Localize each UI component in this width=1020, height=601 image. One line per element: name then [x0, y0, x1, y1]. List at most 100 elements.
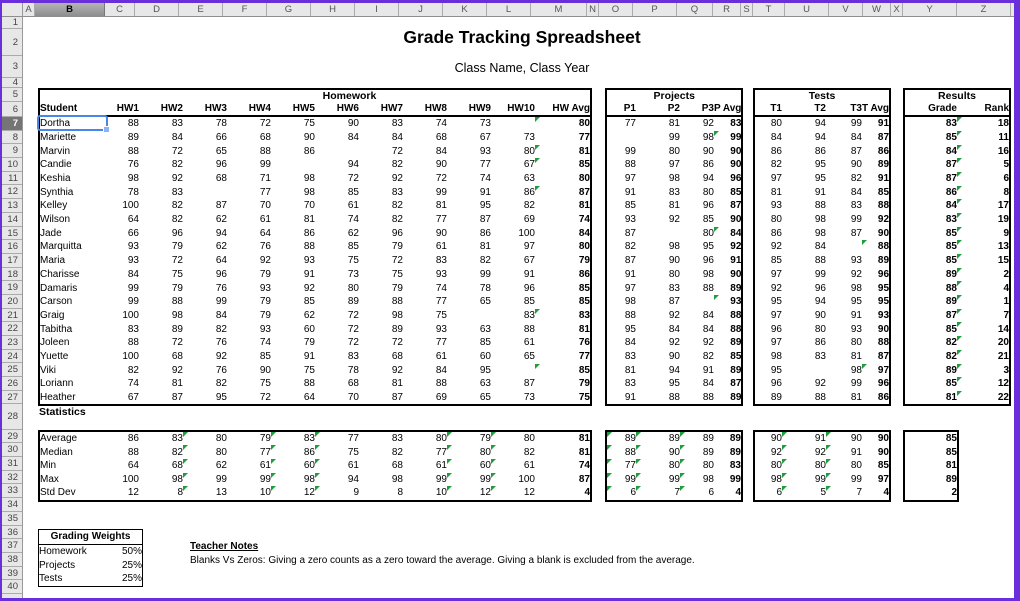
- test-score-cell[interactable]: 91: [850, 309, 862, 321]
- hw-score-cell[interactable]: 79: [259, 296, 271, 308]
- row-header-9[interactable]: 9: [2, 144, 22, 159]
- hw-score-cell[interactable]: 91: [523, 268, 535, 280]
- hw-score-cell[interactable]: 74: [347, 214, 359, 226]
- t-avg-cell[interactable]: 87: [877, 350, 890, 362]
- col-header-J[interactable]: J: [399, 3, 443, 16]
- project-score-cell[interactable]: 88: [624, 309, 636, 321]
- rank-cell[interactable]: 4: [957, 281, 1010, 295]
- t-avg-cell[interactable]: 97: [862, 363, 890, 378]
- stat-test-cell[interactable]: 92: [782, 445, 826, 459]
- project-score-cell[interactable]: 87: [624, 227, 636, 239]
- project-score-cell[interactable]: 84: [702, 309, 714, 321]
- rank-cell[interactable]: 14: [957, 322, 1010, 336]
- test-score-cell[interactable]: 99: [814, 268, 826, 280]
- test-score-cell[interactable]: 88: [814, 255, 826, 267]
- p-avg-cell[interactable]: 89: [730, 337, 742, 349]
- test-score-cell[interactable]: 95: [814, 173, 826, 185]
- t-avg-cell[interactable]: 85: [877, 186, 890, 198]
- test-score-cell[interactable]: 81: [770, 186, 782, 198]
- hw-score-cell[interactable]: 83: [171, 186, 183, 198]
- stat-hw-cell[interactable]: 98: [171, 473, 183, 485]
- stat-hw-cell[interactable]: 79: [259, 433, 271, 444]
- row-header-11[interactable]: 11: [2, 172, 22, 186]
- hw-score-cell[interactable]: 95: [479, 364, 491, 376]
- hw-score-cell[interactable]: 100: [122, 309, 139, 321]
- p-avg-cell[interactable]: 90: [730, 268, 742, 280]
- stat-hw-avg-cell[interactable]: 74: [578, 460, 590, 472]
- grade-cell[interactable]: 89: [945, 364, 957, 376]
- hw-score-cell[interactable]: 72: [391, 255, 403, 267]
- hw-score-cell[interactable]: 86: [479, 227, 491, 239]
- p-avg-cell[interactable]: 87: [730, 378, 742, 390]
- row-header-5[interactable]: 5: [2, 88, 22, 102]
- stat-hw-cell[interactable]: 68: [171, 460, 183, 472]
- t-avg-cell[interactable]: 87: [877, 131, 890, 143]
- hw-score-cell[interactable]: 61: [347, 200, 359, 212]
- t-avg-cell[interactable]: 86: [877, 145, 890, 157]
- hw-score-cell[interactable]: 91: [303, 350, 315, 362]
- weight-value-cell[interactable]: 50%: [121, 546, 142, 557]
- hw-score-cell[interactable]: 98: [303, 186, 315, 198]
- hw-score-cell[interactable]: 82: [171, 200, 183, 212]
- hw-avg-column-header[interactable]: HW Avg: [535, 102, 591, 118]
- test-score-cell[interactable]: 93: [850, 323, 862, 335]
- row-header-26[interactable]: 26: [2, 377, 22, 391]
- project-score-cell[interactable]: 82: [624, 241, 636, 253]
- rank-cell[interactable]: 16: [957, 144, 1010, 159]
- hw-score-cell[interactable]: 90: [435, 159, 447, 171]
- hw-score-cell[interactable]: 89: [391, 323, 403, 335]
- hw-score-cell[interactable]: 98: [391, 309, 403, 321]
- hw-score-cell[interactable]: 88: [303, 378, 315, 390]
- project-score-cell[interactable]: 94: [702, 173, 714, 185]
- hw-avg-cell[interactable]: 85: [535, 363, 591, 378]
- hw-score-cell[interactable]: 73: [523, 131, 535, 143]
- select-all-corner[interactable]: [2, 3, 23, 17]
- stat-hw-cell[interactable]: 100: [491, 472, 535, 487]
- hw-score-cell[interactable]: 87: [171, 391, 183, 403]
- student-name-cell[interactable]: Mariette: [40, 131, 77, 143]
- hw-score-cell[interactable]: 81: [479, 241, 491, 253]
- hw-score-cell[interactable]: 76: [215, 282, 227, 294]
- project-score-cell[interactable]: 87: [668, 296, 680, 308]
- stat-hw-cell[interactable]: 83: [171, 433, 183, 444]
- stat-project-cell[interactable]: 7: [636, 486, 680, 500]
- hw-score-cell[interactable]: 92: [259, 255, 271, 267]
- p-avg-cell[interactable]: 90: [730, 214, 742, 226]
- stat-hw-avg-cell[interactable]: 81: [578, 433, 590, 444]
- hw-score-cell[interactable]: 72: [347, 337, 359, 349]
- project-score-cell[interactable]: 93: [624, 214, 636, 226]
- row-header-29[interactable]: 29: [2, 430, 22, 444]
- hw-score-cell[interactable]: 90: [435, 227, 447, 239]
- grade-cell[interactable]: 87: [945, 173, 957, 185]
- col-header-B[interactable]: B: [35, 3, 105, 16]
- project-score-cell[interactable]: 99: [624, 145, 636, 157]
- hw-score-cell[interactable]: 74: [435, 118, 447, 130]
- hw9-column-header[interactable]: HW9: [447, 102, 491, 118]
- row-header-2[interactable]: 2: [2, 29, 22, 56]
- project-score-cell[interactable]: 88: [702, 391, 714, 403]
- hw-score-cell[interactable]: 61: [435, 241, 447, 253]
- hw-score-cell[interactable]: 86: [523, 186, 535, 198]
- col-header-Y[interactable]: Y: [903, 3, 957, 16]
- statistics-label[interactable]: Statistics: [39, 406, 86, 418]
- project-score-cell[interactable]: 84: [702, 378, 714, 390]
- stat-project-cell[interactable]: 90: [636, 445, 680, 459]
- stat-hw-cell[interactable]: 60: [271, 459, 315, 473]
- stat-hw-cell[interactable]: 80: [183, 445, 227, 459]
- hw-score-cell[interactable]: 83: [523, 309, 535, 321]
- stat-test-cell[interactable]: 80: [782, 459, 826, 473]
- test-score-cell[interactable]: 92: [814, 378, 826, 390]
- stat-p-avg-cell[interactable]: 4: [735, 487, 741, 499]
- hw-score-cell[interactable]: 74: [259, 337, 271, 349]
- stat-hw-cell[interactable]: 12: [271, 486, 315, 500]
- project-score-cell[interactable]: 77: [624, 118, 636, 130]
- stat-hw-cell[interactable]: 61: [315, 459, 359, 473]
- row-header-33[interactable]: 33: [2, 484, 22, 499]
- project-score-cell[interactable]: 83: [668, 186, 680, 198]
- hw-score-cell[interactable]: 77: [435, 214, 447, 226]
- p-avg-cell[interactable]: 92: [730, 241, 742, 253]
- grade-cell[interactable]: 85: [945, 227, 957, 239]
- test-score-cell[interactable]: 81: [850, 350, 862, 362]
- row-header-32[interactable]: 32: [2, 471, 22, 485]
- row-header-37[interactable]: 37: [2, 539, 22, 553]
